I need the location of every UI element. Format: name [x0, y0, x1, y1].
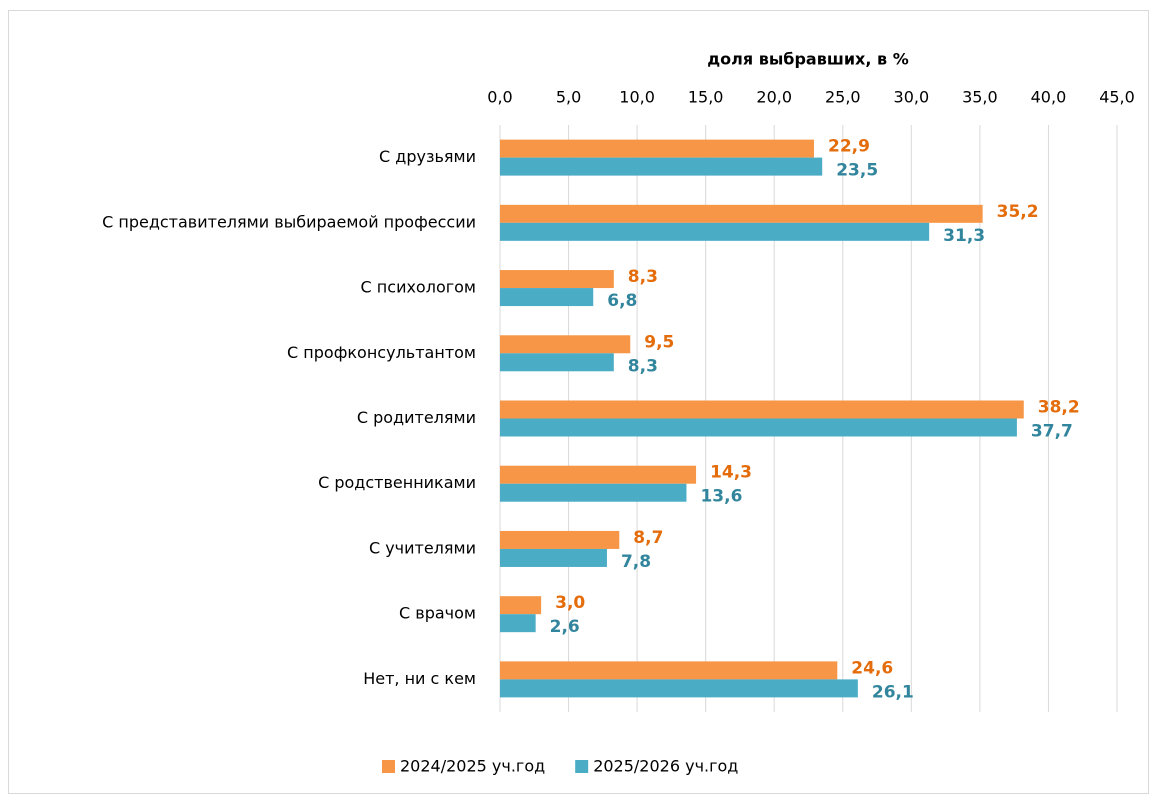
x-tick-label: 0,0: [487, 88, 512, 107]
axis-title: доля выбравших, в %: [707, 50, 909, 69]
bar: [500, 614, 536, 633]
bar: [500, 661, 838, 680]
y-tick-label: С профконсультантом: [287, 343, 476, 362]
value-label: 23,5: [836, 161, 878, 181]
value-label: 3,0: [555, 593, 585, 613]
value-label: 37,7: [1031, 422, 1073, 442]
bar: [500, 157, 823, 176]
y-tick-label: С родственниками: [318, 473, 476, 492]
x-tick-label: 45,0: [1099, 88, 1135, 107]
value-label: 8,3: [628, 356, 658, 376]
legend-label: 2024/2025 уч.год: [400, 757, 545, 776]
value-label: 14,3: [710, 463, 752, 483]
y-tick-label: С врачом: [399, 604, 476, 623]
value-label: 7,8: [621, 552, 651, 572]
bar: [500, 548, 607, 567]
x-tick-label: 35,0: [962, 88, 998, 107]
value-label: 8,7: [633, 528, 663, 548]
value-label: 26,1: [872, 682, 914, 702]
x-tick-label: 40,0: [1031, 88, 1067, 107]
x-tick-label: 25,0: [825, 88, 861, 107]
bar: [500, 288, 594, 307]
x-tick-label: 20,0: [756, 88, 792, 107]
bar: [500, 204, 983, 223]
bar: [500, 465, 697, 484]
legend-swatch: [575, 760, 589, 773]
x-tick-label: 15,0: [688, 88, 724, 107]
bar: [500, 353, 614, 372]
bar: [500, 139, 814, 158]
y-tick-label: С представителями выбираемой профессии: [102, 212, 476, 231]
x-tick-label: 30,0: [894, 88, 930, 107]
bar: [500, 530, 620, 549]
legend-swatch: [382, 760, 395, 773]
bar: [500, 483, 687, 502]
bar: [500, 270, 614, 289]
bar: [500, 596, 542, 615]
bar: [500, 400, 1024, 419]
value-label: 22,9: [828, 137, 870, 157]
value-label: 9,5: [644, 332, 674, 352]
x-tick-label: 10,0: [619, 88, 655, 107]
bar: [500, 679, 858, 698]
bar: [500, 222, 930, 241]
y-tick-label: Нет, ни с кем: [363, 669, 476, 688]
value-label: 6,8: [607, 291, 637, 311]
x-tick-label: 5,0: [556, 88, 581, 107]
value-label: 24,6: [851, 658, 893, 678]
value-label: 2,6: [550, 617, 580, 637]
value-label: 8,3: [628, 267, 658, 287]
bar: [500, 335, 631, 354]
value-label: 13,6: [700, 487, 742, 507]
y-tick-label: С учителями: [369, 538, 476, 557]
y-tick-label: С психологом: [361, 278, 476, 297]
value-label: 38,2: [1038, 398, 1080, 418]
y-tick-label: С друзьями: [379, 147, 476, 166]
value-label: 35,2: [997, 202, 1039, 222]
value-label: 31,3: [943, 226, 985, 246]
legend-label: 2025/2026 уч.год: [593, 757, 738, 776]
y-tick-label: С родителями: [357, 408, 476, 427]
bar: [500, 418, 1017, 437]
